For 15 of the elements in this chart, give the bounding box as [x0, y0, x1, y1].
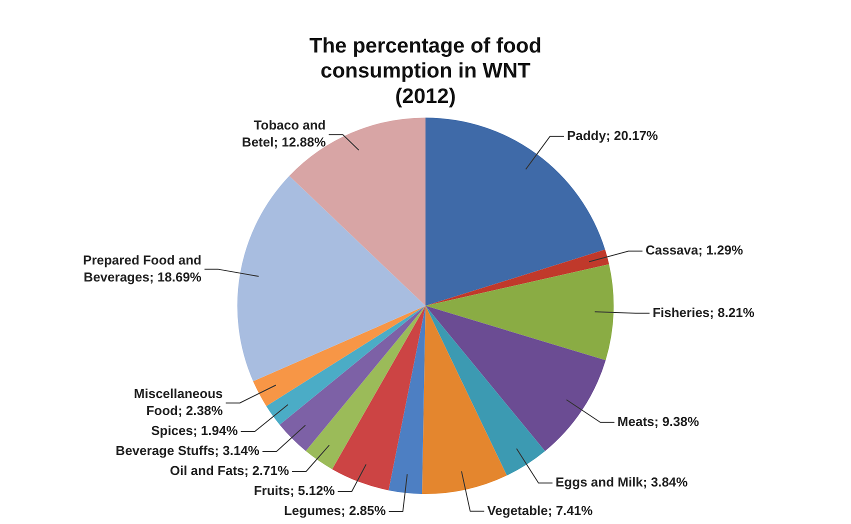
slice-label: Eggs and Milk; 3.84% [556, 474, 688, 490]
chart-title: The percentage of food consumption in WNT (2012) [309, 34, 542, 108]
slice-label: Paddy; 20.17% [566, 128, 658, 143]
slice-label: Spices; 1.94% [151, 423, 238, 438]
slice-label: Meats; 9.38% [617, 414, 700, 429]
slice-label: Fisheries; 8.21% [652, 304, 755, 320]
slice-label: Beverage Stuffs; 3.14% [116, 443, 260, 458]
slice-label: Vegetable; 7.41% [487, 502, 594, 518]
slice-label: Oil and Fats; 2.71% [170, 463, 290, 478]
slice-label: Prepared Food and Beverages; 18.69% [83, 252, 202, 284]
slice-label: Legumes; 2.85% [284, 503, 386, 518]
slice-label: Cassava; 1.29% [645, 242, 744, 258]
slice-label: Fruits; 5.12% [254, 483, 336, 498]
slice-label: Miscellaneous Food; 2.38% [134, 386, 224, 418]
slice-label: Tobaco and Betel; 12.88% [242, 118, 326, 150]
